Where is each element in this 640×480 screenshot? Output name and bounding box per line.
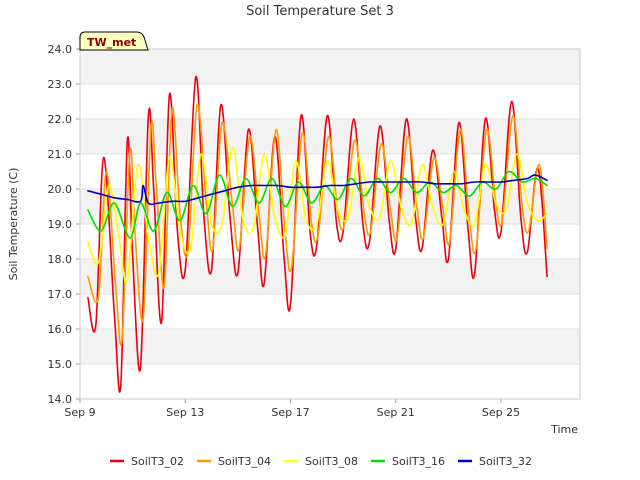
series-line-soilt3_16	[87, 170, 548, 239]
y-axis-ticks: 14.0 15.0 16.0 17.0 18.0 19.0 20.0 21.0 22.0 23.0…	[48, 43, 80, 406]
y-tick-label: 14.0	[48, 393, 73, 406]
y-tick-label: 17.0	[48, 288, 73, 301]
series-line-soilt3_04	[87, 104, 548, 346]
legend-label-soilt3_32: SoilT3_32	[479, 455, 532, 468]
series-line-soilt3_32	[87, 174, 548, 206]
series-line-soilt3_08	[87, 146, 548, 284]
legend-label-soilt3_08: SoilT3_08	[305, 455, 358, 468]
grid-band	[80, 49, 580, 84]
series-line-soilt3_02	[87, 76, 548, 393]
series-lines	[87, 76, 548, 393]
x-axis-label: Time	[550, 423, 578, 436]
legend: SoilT3_02 SoilT3_04 SoilT3_08 SoilT3_16 Soil…	[110, 455, 532, 468]
y-axis-label: Soil Temperature (C)	[7, 168, 20, 281]
grid-band	[80, 259, 580, 294]
x-tick-label: Sep 25	[482, 406, 520, 419]
x-tick-label: Sep 13	[166, 406, 204, 419]
y-tick-label: 21.0	[48, 148, 73, 161]
station-badge: TW_met	[79, 31, 149, 51]
grid-band	[80, 329, 580, 364]
y-tick-label: 16.0	[48, 323, 73, 336]
legend-label-soilt3_16: SoilT3_16	[392, 455, 445, 468]
chart-title: Soil Temperature Set 3	[246, 4, 394, 19]
y-tick-label: 19.0	[48, 218, 73, 231]
y-tick-label: 23.0	[48, 78, 73, 91]
legend-label-soilt3_04: SoilT3_04	[218, 455, 271, 468]
legend-label-soilt3_02: SoilT3_02	[131, 455, 184, 468]
y-tick-label: 24.0	[48, 43, 73, 56]
x-tick-label: Sep 17	[271, 406, 309, 419]
y-tick-label: 22.0	[48, 113, 73, 126]
y-tick-label: 15.0	[48, 358, 73, 371]
x-tick-label: Sep 9	[64, 406, 95, 419]
y-tick-label: 20.0	[48, 183, 73, 196]
y-tick-label: 18.0	[48, 253, 73, 266]
x-tick-label: Sep 21	[377, 406, 415, 419]
plot-frame	[79, 48, 581, 400]
station-badge-shape	[79, 31, 149, 51]
x-axis-ticks: Sep 9 Sep 13 Sep 17 Sep 21 Sep 25	[64, 399, 520, 419]
station-badge-label: TW_met	[87, 36, 136, 49]
